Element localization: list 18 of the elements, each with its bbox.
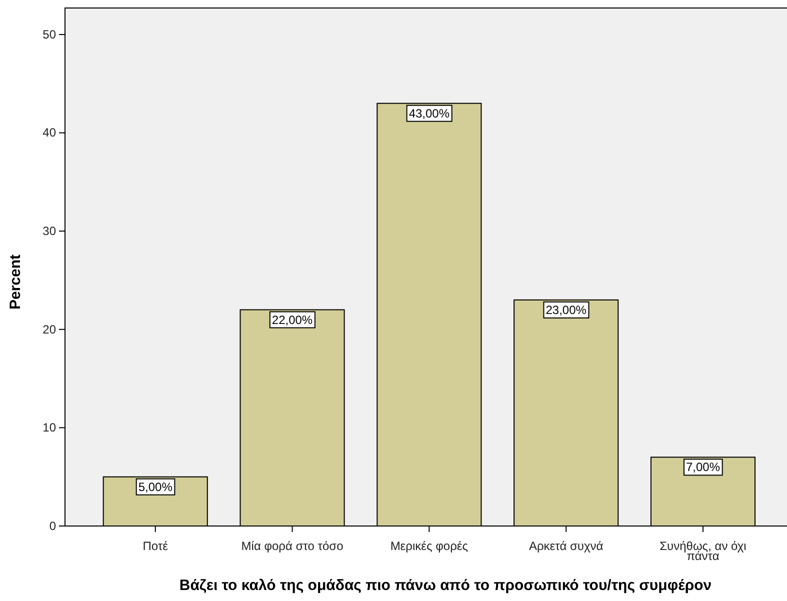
y-tick-label: 0 [49,518,56,533]
x-tick-label: Μία φορά στο τόσο [241,539,344,553]
x-tick-label: Συνήθως, αν όχι πάντα [660,539,747,564]
data-label: 7,00% [686,460,720,474]
x-tick-label: Αρκετά συχνά [528,539,604,553]
x-tick-label: Ποτέ [142,539,169,553]
y-tick-label: 30 [42,224,56,238]
data-label: 22,00% [272,312,313,327]
y-tick-label: 20 [42,322,56,336]
data-label: 23,00% [546,302,587,317]
y-tick-label: 40 [42,126,56,140]
x-tick-label: Μερικές φορές [390,539,468,553]
x-axis-title: Βάζει το καλό της ομάδας πιο πάνω από το προσωπικό του/της συμφέρον [179,577,712,594]
y-tick-label: 10 [42,420,56,435]
data-label: 43,00% [408,106,450,120]
y-tick-label: 50 [42,27,56,42]
y-axis-title: Percent [7,254,24,310]
data-label: 5,00% [138,480,173,494]
